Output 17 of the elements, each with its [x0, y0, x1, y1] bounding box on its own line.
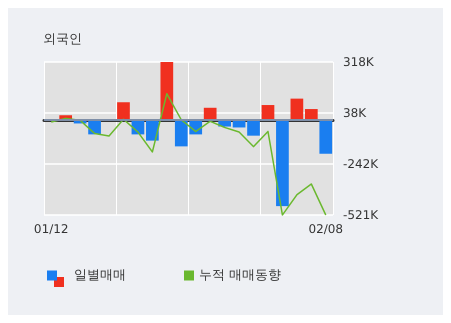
- bar: [304, 109, 318, 120]
- y-tick-label: 318K: [343, 55, 375, 69]
- bar: [174, 120, 188, 146]
- bar: [290, 98, 304, 120]
- bar: [276, 120, 289, 206]
- bar: [262, 105, 274, 120]
- bar: [319, 120, 332, 154]
- y-tick-label: -242K: [343, 157, 380, 172]
- legend-label: 누적 매매동향: [199, 268, 282, 283]
- y-tick-label: 38K: [343, 106, 368, 120]
- y-tick-label: -521K: [343, 208, 380, 222]
- x-tick-label: 01/12: [34, 222, 69, 236]
- x-tick-label: 02/08: [308, 222, 344, 236]
- chart-title: 외국인: [43, 32, 82, 47]
- bar: [117, 102, 130, 120]
- legend-label: 일별매매: [74, 268, 126, 283]
- line-series: [50, 92, 327, 216]
